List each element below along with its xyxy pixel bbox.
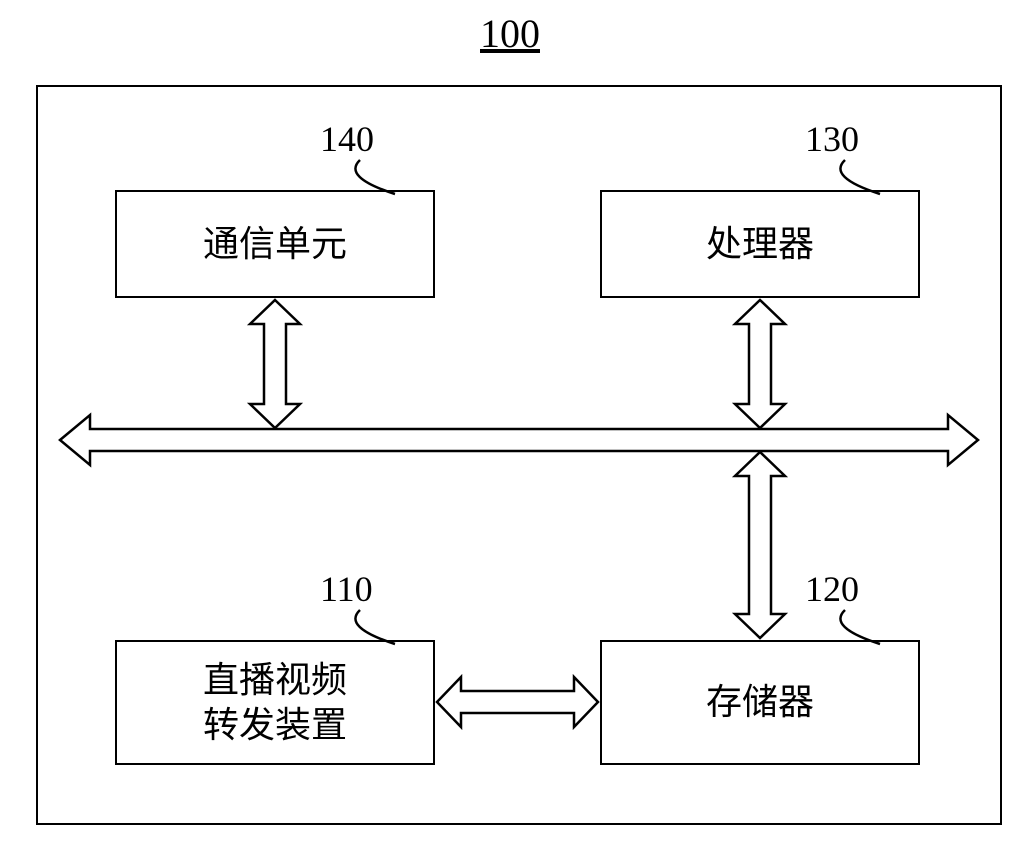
block-forward-device-label: 直播视频 转发装置 [203, 658, 347, 748]
block-storage-label: 存储器 [706, 680, 814, 725]
block-comm-unit: 通信单元 [115, 190, 435, 298]
block-forward-device: 直播视频 转发装置 [115, 640, 435, 765]
diagram-canvas: 100 通信单元 140 处理器 130 直播视频 转发装置 110 存储器 1… [0, 0, 1034, 853]
ref-storage: 120 [805, 568, 859, 610]
block-processor-label: 处理器 [706, 222, 814, 267]
block-comm-unit-label: 通信单元 [203, 222, 347, 267]
block-processor: 处理器 [600, 190, 920, 298]
ref-comm-unit: 140 [320, 118, 374, 160]
ref-processor: 130 [805, 118, 859, 160]
system-ref-number: 100 [480, 10, 540, 57]
ref-forward-device: 110 [320, 568, 373, 610]
block-storage: 存储器 [600, 640, 920, 765]
